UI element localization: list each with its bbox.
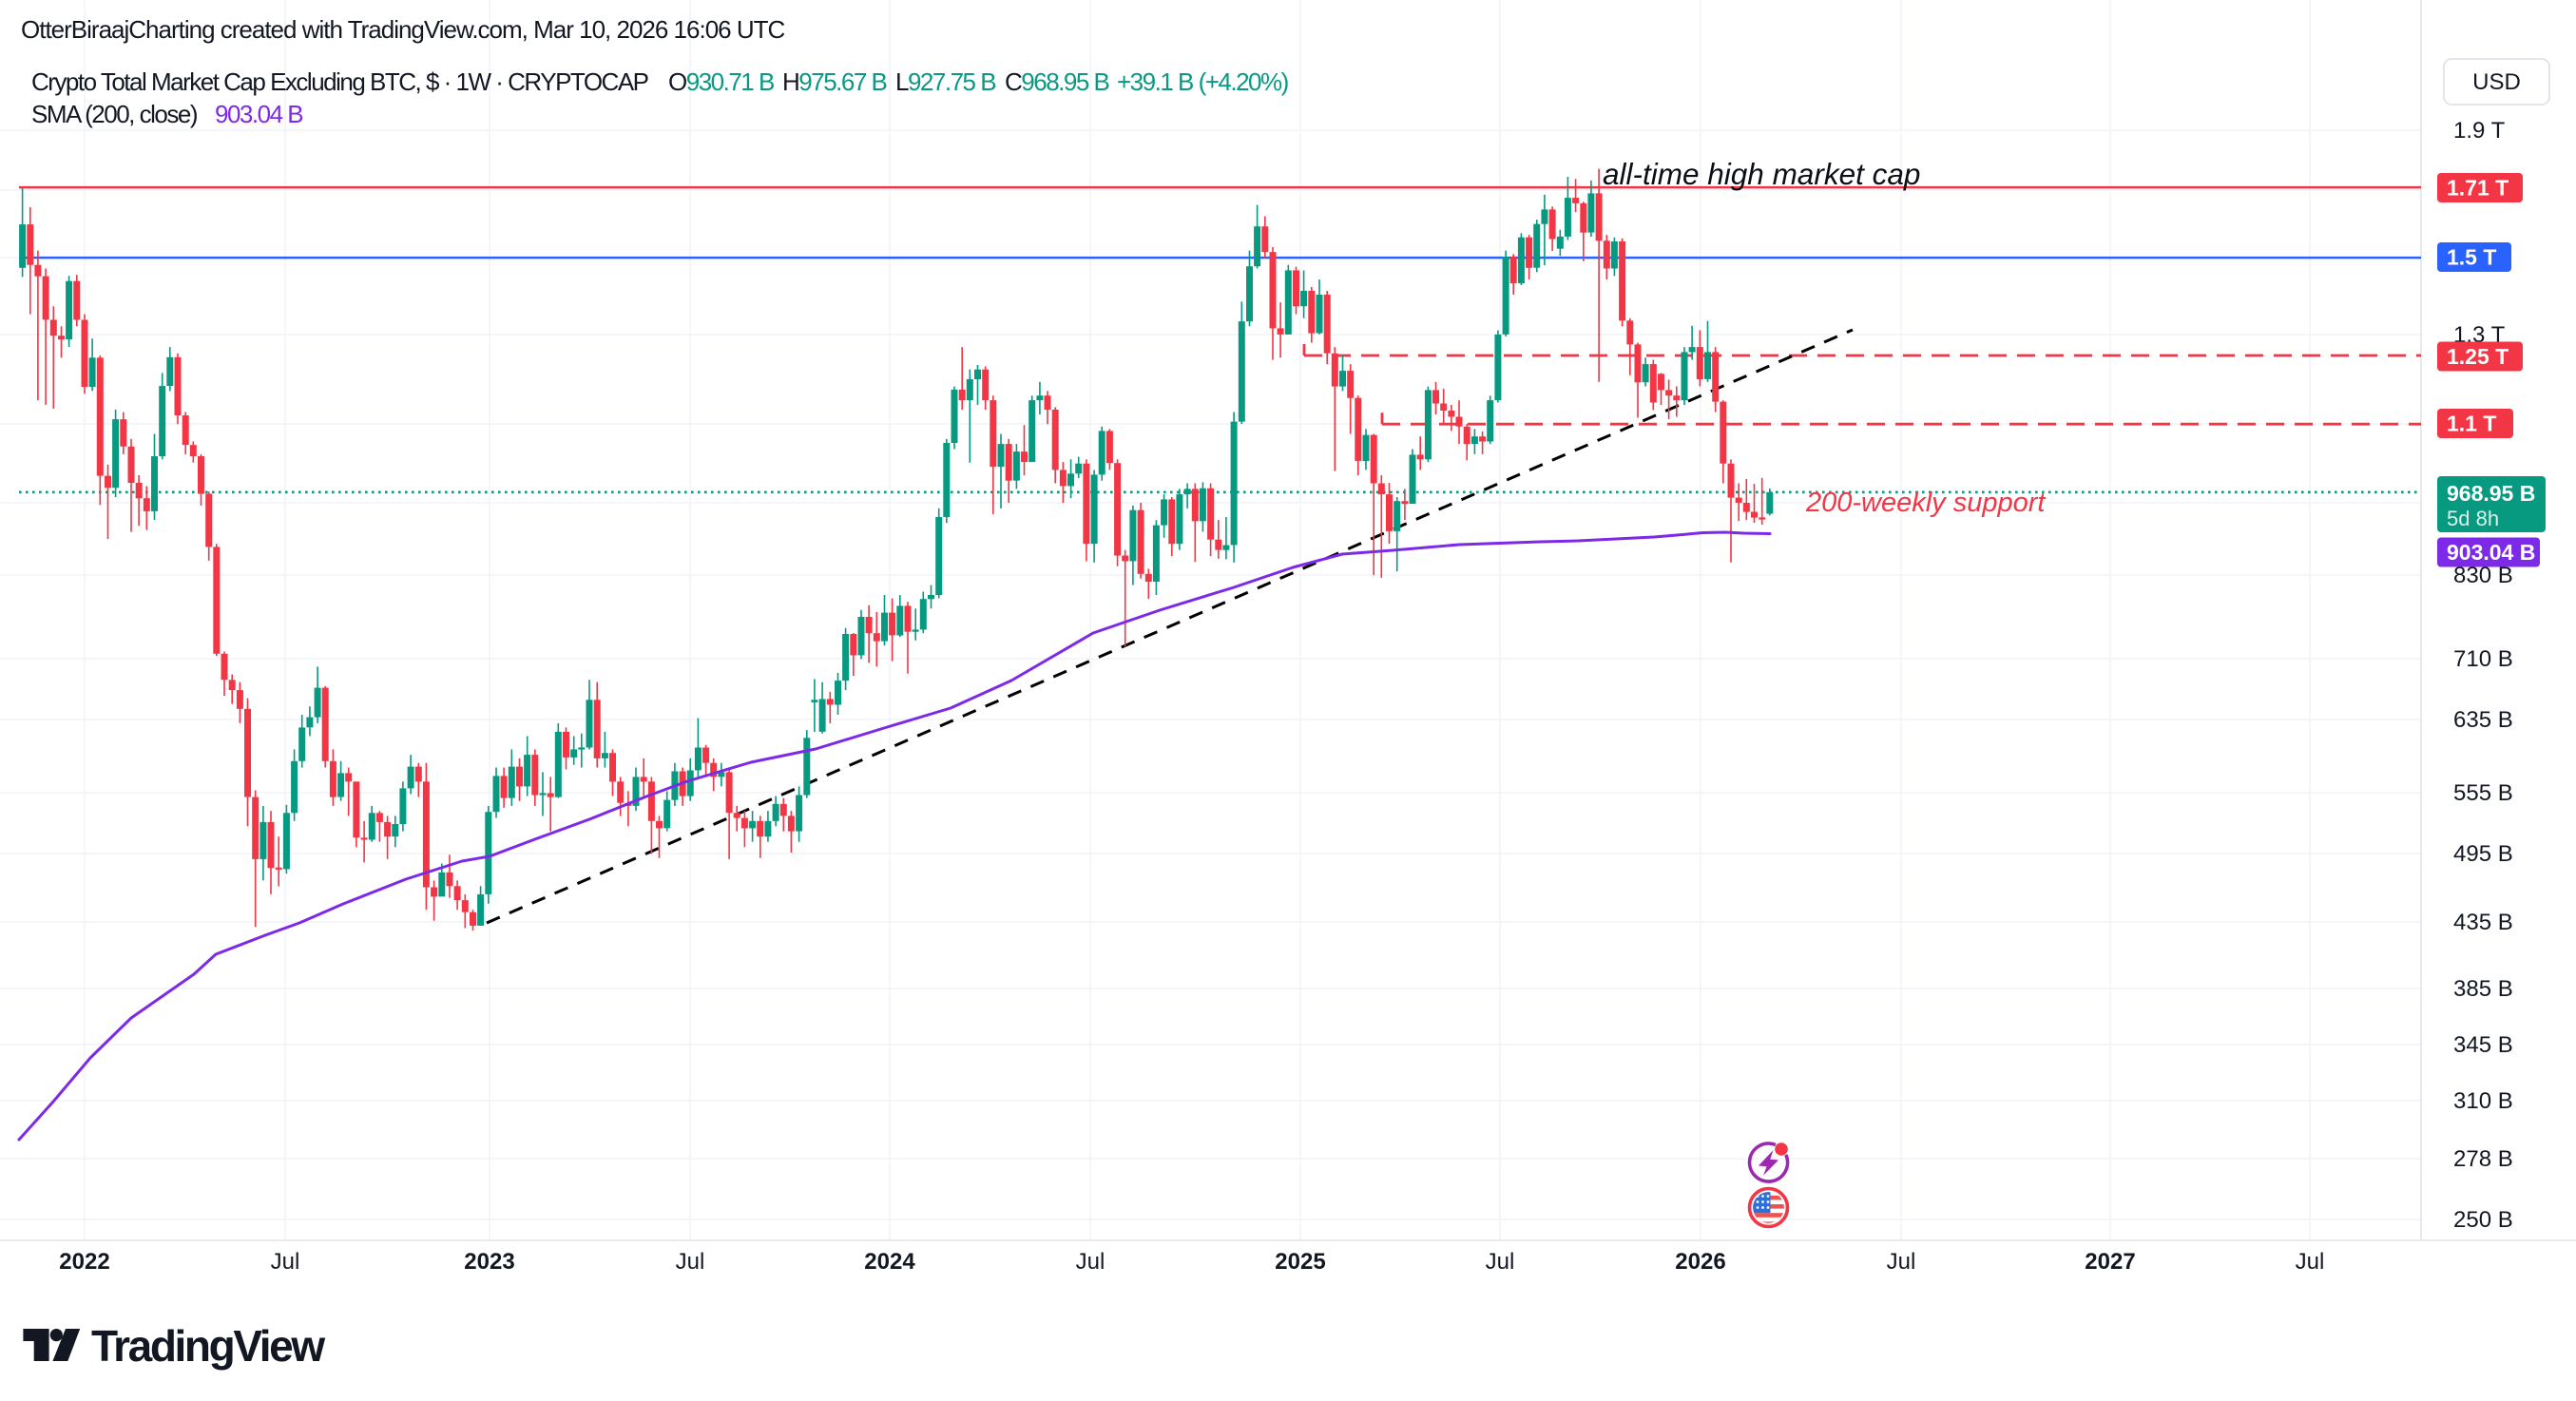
svg-text:968.95 B: 968.95 B bbox=[2447, 481, 2535, 506]
svg-text:Jul: Jul bbox=[1486, 1249, 1515, 1275]
svg-text:2022: 2022 bbox=[59, 1249, 109, 1275]
svg-text:2024: 2024 bbox=[864, 1249, 915, 1275]
svg-text:278 B: 278 B bbox=[2453, 1146, 2513, 1172]
svg-text:SMA (200, close): SMA (200, close) bbox=[31, 100, 198, 128]
svg-text:Jul: Jul bbox=[2296, 1249, 2325, 1275]
svg-text:710 B: 710 B bbox=[2453, 646, 2513, 672]
svg-text:2027: 2027 bbox=[2085, 1249, 2135, 1275]
svg-text:903.04 B: 903.04 B bbox=[2447, 540, 2535, 565]
svg-text:495 B: 495 B bbox=[2453, 841, 2513, 867]
svg-text:635 B: 635 B bbox=[2453, 707, 2513, 733]
svg-text:O930.71 B: O930.71 B bbox=[668, 67, 774, 96]
svg-text:1.5 T: 1.5 T bbox=[2447, 245, 2496, 270]
svg-text:TradingView: TradingView bbox=[91, 1321, 325, 1371]
svg-text:all-time high market cap: all-time high market cap bbox=[1603, 157, 1920, 191]
svg-text:903.04 B: 903.04 B bbox=[215, 100, 302, 128]
svg-text:5d 8h: 5d 8h bbox=[2447, 507, 2499, 530]
svg-text:200-weekly support: 200-weekly support bbox=[1805, 488, 2047, 518]
svg-text:2023: 2023 bbox=[464, 1249, 514, 1275]
svg-text:435 B: 435 B bbox=[2453, 910, 2513, 935]
svg-text:1.25 T: 1.25 T bbox=[2447, 344, 2509, 369]
svg-text:1.1 T: 1.1 T bbox=[2447, 412, 2496, 436]
svg-text:USD: USD bbox=[2472, 69, 2521, 95]
svg-text:250 B: 250 B bbox=[2453, 1207, 2513, 1233]
svg-text:C968.95 B: C968.95 B bbox=[1005, 67, 1109, 96]
svg-text:345 B: 345 B bbox=[2453, 1032, 2513, 1058]
svg-text:H975.67 B: H975.67 B bbox=[782, 67, 887, 96]
svg-text:Jul: Jul bbox=[1887, 1249, 1916, 1275]
svg-text:2025: 2025 bbox=[1275, 1249, 1325, 1275]
svg-text:385 B: 385 B bbox=[2453, 976, 2513, 1002]
svg-text:Crypto Total Market Cap Exclud: Crypto Total Market Cap Excluding BTC, $… bbox=[31, 67, 648, 96]
svg-text:310 B: 310 B bbox=[2453, 1088, 2513, 1114]
svg-text:1.9 T: 1.9 T bbox=[2453, 118, 2506, 144]
svg-text:L927.75 B: L927.75 B bbox=[895, 67, 995, 96]
svg-text:555 B: 555 B bbox=[2453, 780, 2513, 806]
svg-text:2026: 2026 bbox=[1675, 1249, 1725, 1275]
svg-text:OtterBiraajCharting created wi: OtterBiraajCharting created with Trading… bbox=[21, 15, 785, 44]
svg-text:1.71 T: 1.71 T bbox=[2447, 176, 2509, 201]
svg-text:+39.1 B (+4.20%): +39.1 B (+4.20%) bbox=[1117, 67, 1289, 96]
svg-text:Jul: Jul bbox=[1076, 1249, 1105, 1275]
svg-text:Jul: Jul bbox=[271, 1249, 300, 1275]
svg-text:Jul: Jul bbox=[676, 1249, 705, 1275]
